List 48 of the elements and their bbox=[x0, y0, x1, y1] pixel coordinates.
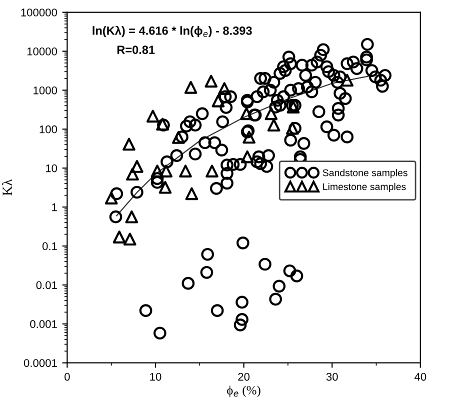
point bbox=[204, 74, 218, 88]
y-tick-label: 100 bbox=[40, 125, 58, 134]
point bbox=[125, 210, 138, 224]
point bbox=[123, 232, 136, 246]
point bbox=[286, 122, 299, 135]
x-tick-label: 20 bbox=[238, 372, 250, 381]
y-tick-label: 0.001 bbox=[30, 320, 57, 328]
y-tick-label: 0.0001 bbox=[24, 359, 57, 367]
point bbox=[267, 118, 280, 132]
point bbox=[172, 131, 185, 144]
y-tick-label: 0.01 bbox=[36, 281, 57, 290]
point bbox=[206, 164, 218, 178]
point bbox=[104, 192, 118, 204]
x-tick-label: 40 bbox=[414, 372, 426, 381]
legend-label: Sandstone samples bbox=[322, 169, 408, 178]
y-tick-label: 0.1 bbox=[42, 242, 57, 250]
point bbox=[218, 82, 231, 96]
legend-label: Limestone samples bbox=[323, 182, 406, 192]
annotation: ln(Kλ) = 4.616 * ln(ϕ$_{e}$) - 8.393 bbox=[92, 26, 252, 38]
point bbox=[146, 110, 160, 123]
point bbox=[240, 150, 254, 164]
point bbox=[158, 180, 172, 194]
point bbox=[184, 80, 198, 94]
point bbox=[122, 138, 136, 151]
point bbox=[130, 160, 144, 173]
y-tick-label: 10 bbox=[46, 164, 58, 172]
point bbox=[112, 230, 126, 244]
x-tick-label: 0 bbox=[64, 372, 70, 381]
point bbox=[156, 118, 169, 131]
point bbox=[340, 74, 354, 87]
x-tick-label: 10 bbox=[150, 372, 162, 381]
x-axis-title: ϕ$_{e}$ (%) bbox=[227, 386, 260, 398]
point bbox=[185, 187, 198, 200]
point bbox=[160, 164, 173, 178]
point bbox=[264, 107, 278, 120]
point bbox=[212, 94, 225, 108]
point bbox=[150, 164, 164, 178]
y-axis-title: Kλ bbox=[2, 179, 12, 196]
y-tick-label: 10000 bbox=[27, 48, 58, 56]
y-tick-label: 1 bbox=[52, 203, 57, 212]
y-tick-label: 100000 bbox=[21, 8, 58, 16]
annotation: R=0.81 bbox=[117, 46, 155, 54]
point bbox=[126, 168, 139, 181]
y-tick-label: 1000 bbox=[34, 86, 58, 94]
point bbox=[242, 130, 256, 144]
point bbox=[240, 107, 253, 120]
point bbox=[179, 164, 192, 178]
x-tick-label: 30 bbox=[326, 372, 338, 381]
